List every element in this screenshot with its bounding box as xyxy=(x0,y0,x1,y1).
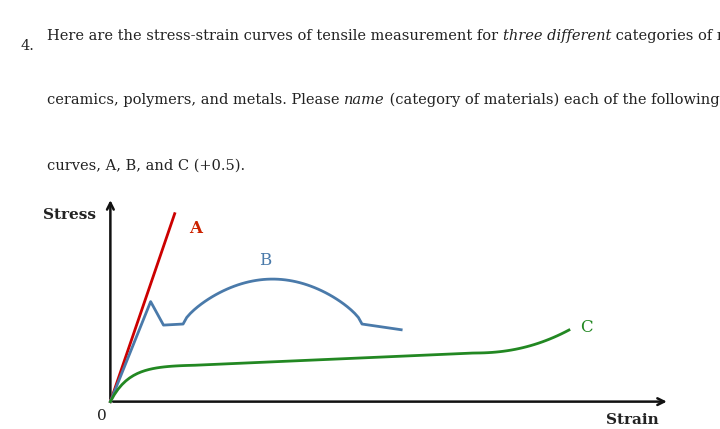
Text: (category of materials) each of the following: (category of materials) each of the foll… xyxy=(384,93,719,107)
Text: A: A xyxy=(189,220,202,237)
Text: Strain: Strain xyxy=(606,413,658,427)
Text: Here are the stress-strain curves of tensile measurement for: Here are the stress-strain curves of ten… xyxy=(47,29,503,43)
Text: 0: 0 xyxy=(97,409,107,423)
Text: three different: three different xyxy=(503,29,611,43)
Text: 4.: 4. xyxy=(20,39,34,53)
Text: ceramics, polymers, and metals. Please: ceramics, polymers, and metals. Please xyxy=(47,93,344,107)
Text: B: B xyxy=(259,252,271,269)
Text: categories of materials,: categories of materials, xyxy=(611,29,720,43)
Text: C: C xyxy=(580,320,593,336)
Text: curves, A, B, and C (+0.5).: curves, A, B, and C (+0.5). xyxy=(47,158,245,172)
Text: name: name xyxy=(344,93,384,107)
Text: Stress: Stress xyxy=(43,208,96,221)
